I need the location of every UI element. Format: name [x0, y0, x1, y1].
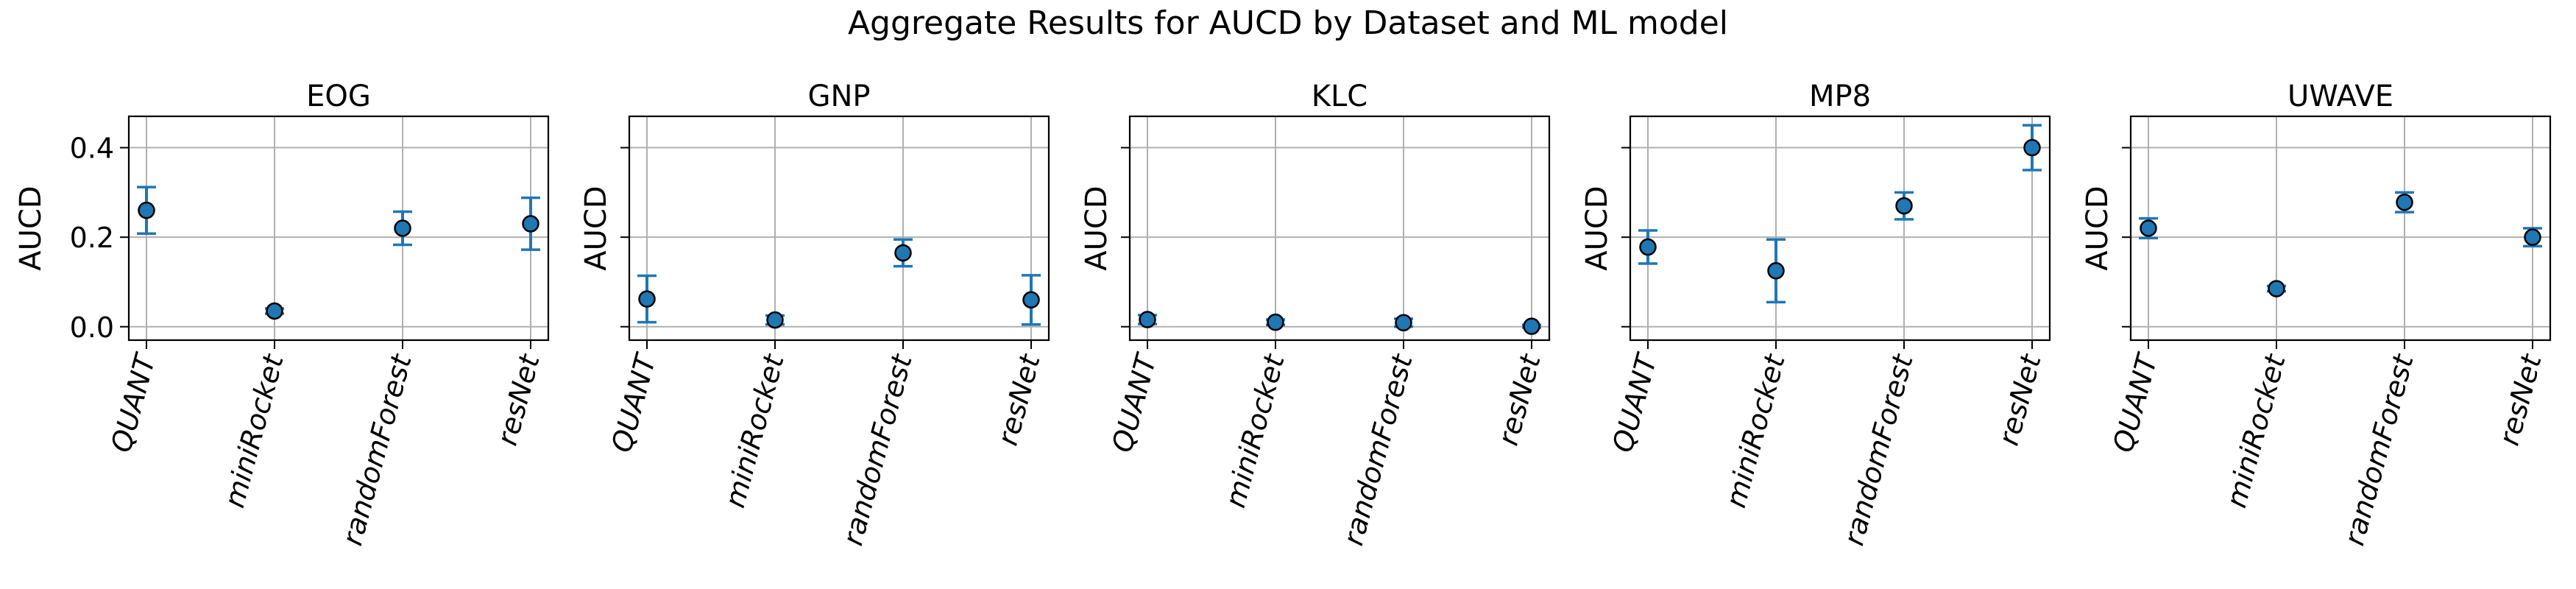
x-tick-label: QUANT [1606, 349, 1663, 456]
data-point [894, 244, 912, 262]
data-point [1639, 238, 1657, 256]
data-point [1523, 317, 1540, 335]
data-point [766, 311, 784, 329]
data-point [2140, 219, 2157, 237]
axes-frame [2129, 115, 2552, 342]
panel-title: MP8 [1809, 80, 1871, 113]
x-tick-label: QUANT [1105, 349, 1163, 456]
axes-frame [127, 115, 550, 342]
y-axis-label: AUCD [2081, 186, 2115, 270]
data-point [2396, 193, 2413, 211]
x-tick-label: miniRocket [2220, 350, 2292, 511]
data-point [1139, 311, 1156, 328]
y-tick-label: 0.4 [70, 133, 114, 165]
x-tick-label: QUANT [2106, 349, 2164, 456]
data-point [638, 290, 656, 308]
panel-title: EOG [306, 80, 371, 113]
panel-title: GNP [807, 80, 870, 113]
data-point [2524, 228, 2541, 246]
x-tick-label: randomForest [2338, 350, 2420, 549]
axes-frame [1629, 115, 2051, 342]
x-tick-label: resNet [2493, 350, 2549, 449]
x-tick-label: randomForest [336, 350, 418, 549]
x-tick-label: resNet [491, 350, 547, 449]
axes-frame [1128, 115, 1551, 342]
x-tick-label: miniRocket [218, 350, 290, 511]
x-tick-label: resNet [991, 350, 1047, 449]
y-axis-label: AUCD [14, 186, 48, 270]
x-tick-label: miniRocket [718, 350, 790, 511]
x-tick-label: QUANT [105, 349, 162, 456]
y-axis-label: AUCD [579, 186, 613, 270]
x-tick-label: resNet [1492, 350, 1548, 449]
data-point [138, 201, 155, 219]
data-point [2268, 280, 2285, 297]
y-axis-label: AUCD [1580, 186, 1614, 270]
data-point [522, 215, 539, 233]
panel-title: UWAVE [2287, 80, 2393, 113]
data-point [1395, 314, 1412, 332]
y-axis-label: AUCD [1080, 186, 1114, 270]
data-point [394, 219, 411, 237]
x-tick-label: randomForest [836, 350, 919, 549]
x-tick-label: miniRocket [1719, 350, 1791, 511]
x-tick-label: miniRocket [1219, 350, 1291, 511]
data-point [2023, 138, 2041, 157]
data-point [266, 302, 283, 320]
y-tick-label: 0.0 [70, 311, 114, 344]
y-tick-label: 0.2 [70, 222, 114, 254]
x-tick-label: randomForest [1837, 350, 1919, 549]
x-tick-label: randomForest [1337, 350, 1419, 549]
figure-suptitle: Aggregate Results for AUCD by Dataset an… [847, 4, 1729, 42]
data-point [1767, 262, 1785, 280]
axes-frame [628, 115, 1050, 342]
data-point [1022, 291, 1040, 309]
x-tick-label: resNet [1992, 350, 2048, 449]
x-tick-label: QUANT [605, 349, 662, 456]
data-point [1895, 197, 1913, 215]
data-point [1267, 313, 1284, 331]
panel-title: KLC [1312, 80, 1367, 113]
